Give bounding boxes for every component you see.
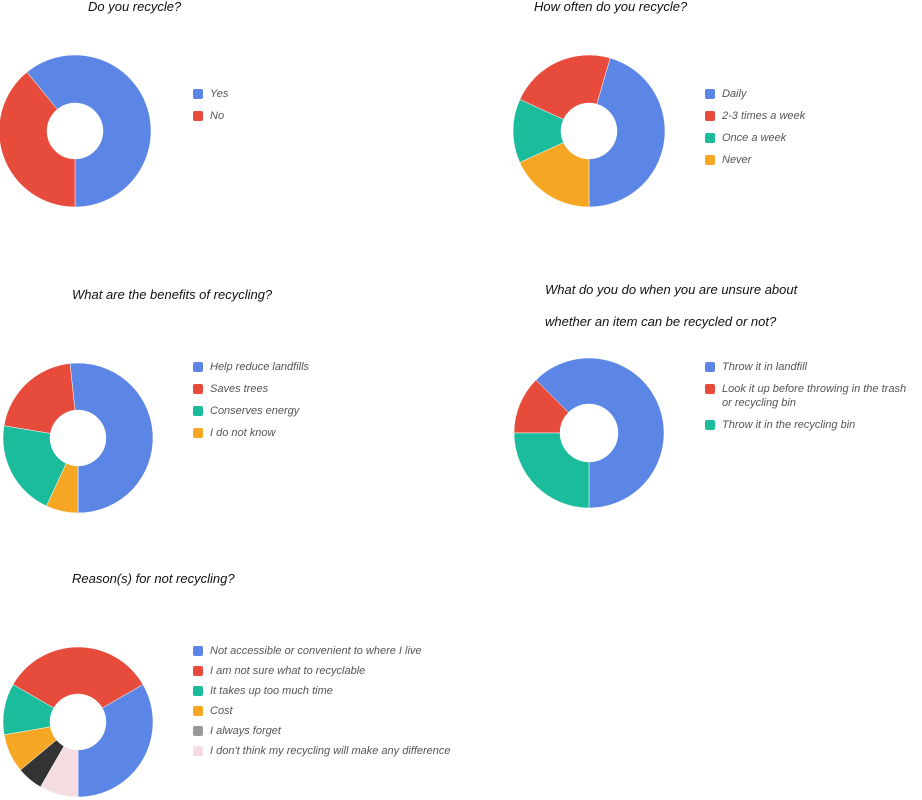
legend-label: Help reduce landfills [210, 361, 310, 373]
legend-swatch [193, 362, 203, 372]
legend-item: Not accessible or convenient to where I … [193, 644, 513, 658]
legend-item: Throw it in landfill [705, 360, 917, 374]
legend-item: Cost [193, 704, 513, 718]
legend-swatch [705, 155, 715, 165]
pie-slice-not-accessible-or-convenient-to-where-i-live [77, 684, 154, 798]
donut-chart [2, 362, 154, 514]
legend-label: No [210, 110, 225, 122]
legend-label: 2-3 times a week [722, 110, 806, 122]
legend-label: I don't think my recycling will make any… [210, 745, 451, 757]
chart-title-line: Do you recycle? [88, 0, 182, 14]
pie-slice-i-am-not-sure-what-to-recyclable [12, 646, 144, 709]
donut-chart [512, 54, 666, 208]
pie-slice-i-do-not-know [46, 463, 79, 514]
legend-swatch [705, 384, 715, 394]
legend-swatch [705, 362, 715, 372]
chart-title: What are the benefits of recycling? [72, 279, 272, 311]
chart-title-line: Reason(s) for not recycling? [72, 571, 235, 586]
legend-swatch [193, 89, 203, 99]
chart-legend: Help reduce landfills Saves trees Conserve… [193, 360, 413, 448]
legend-swatch [193, 666, 203, 676]
chart-title-line: whether an item can be recycled or not? [545, 314, 777, 329]
legend-item: I am not sure what to recyclable [193, 664, 513, 678]
legend-label: Once a week [722, 132, 787, 144]
legend-swatch [193, 111, 203, 121]
pie-slice-2-3-times-a-week [519, 54, 611, 120]
legend-swatch [193, 406, 203, 416]
legend-item: Throw it in the recycling bin [705, 418, 917, 432]
pie-slice-no [0, 71, 76, 208]
legend-label: Yes [210, 88, 229, 100]
legend-swatch [193, 384, 203, 394]
legend-item: I always forget [193, 724, 513, 738]
legend-label: Throw it in the recycling bin [722, 419, 856, 431]
legend-swatch [705, 420, 715, 430]
chart-legend: Yes No [193, 87, 393, 131]
chart-legend: Daily 2-3 times a week Once a week Never [705, 87, 905, 175]
pie-slice-saves-trees [3, 363, 76, 434]
legend-item: I don't think my recycling will make any… [193, 744, 513, 758]
chart-title-line: What are the benefits of recycling? [72, 287, 273, 302]
legend-label: I am not sure what to recyclable [210, 665, 366, 677]
legend-item: Yes [193, 87, 393, 101]
legend-swatch [705, 89, 715, 99]
legend-swatch [193, 746, 203, 756]
legend-item: 2-3 times a week [705, 109, 905, 123]
legend-label: Not accessible or convenient to where I … [210, 645, 422, 657]
legend-item: Once a week [705, 131, 905, 145]
legend-label: Cost [210, 705, 233, 717]
legend-label: Daily [722, 88, 747, 100]
chart-title: Reason(s) for not recycling? [72, 563, 235, 595]
legend-label: Throw it in landfill [722, 361, 807, 373]
legend-label: Look it up before throwing in the trash … [722, 383, 907, 409]
chart-title-line: How often do you recycle? [534, 0, 688, 14]
legend-label: I always forget [210, 725, 281, 737]
chart-title: How often do you recycle? [534, 0, 687, 23]
legend-item: Never [705, 153, 905, 167]
legend-item: Saves trees [193, 382, 413, 396]
legend-item: I do not know [193, 426, 413, 440]
legend-item: No [193, 109, 393, 123]
legend-label: Never [722, 154, 752, 166]
chart-legend: Not accessible or convenient to where I … [193, 644, 513, 764]
legend-item: It takes up too much time [193, 684, 513, 698]
pie-slice-daily [588, 57, 666, 208]
donut-chart [513, 357, 665, 509]
legend-item: Help reduce landfills [193, 360, 413, 374]
pie-slice-yes [26, 54, 152, 208]
legend-label: Saves trees [210, 383, 269, 395]
pie-slice-conserves-energy [2, 425, 67, 507]
legend-swatch [193, 428, 203, 438]
pie-slice-throw-it-in-the-recycling-bin [513, 432, 590, 509]
legend-label: Conserves energy [210, 405, 300, 417]
legend-swatch [705, 111, 715, 121]
donut-chart [2, 646, 154, 798]
chart-title: What do you do when you are unsure about… [545, 274, 797, 338]
pie-slice-never [519, 142, 590, 208]
legend-swatch [193, 706, 203, 716]
legend-item: Daily [705, 87, 905, 101]
legend-swatch [705, 133, 715, 143]
legend-label: I do not know [210, 427, 276, 439]
chart-legend: Throw it in landfill Look it up before th… [705, 360, 917, 440]
pie-slice-help-reduce-landfills [69, 362, 154, 514]
chart-title-line: What do you do when you are unsure about [545, 282, 798, 297]
legend-swatch [193, 726, 203, 736]
legend-label: It takes up too much time [210, 685, 333, 697]
donut-chart [0, 54, 152, 208]
chart-title: Do you recycle? [88, 0, 181, 23]
legend-item: Conserves energy [193, 404, 413, 418]
legend-swatch [193, 686, 203, 696]
legend-swatch [193, 646, 203, 656]
legend-item: Look it up before throwing in the trash … [705, 382, 917, 410]
